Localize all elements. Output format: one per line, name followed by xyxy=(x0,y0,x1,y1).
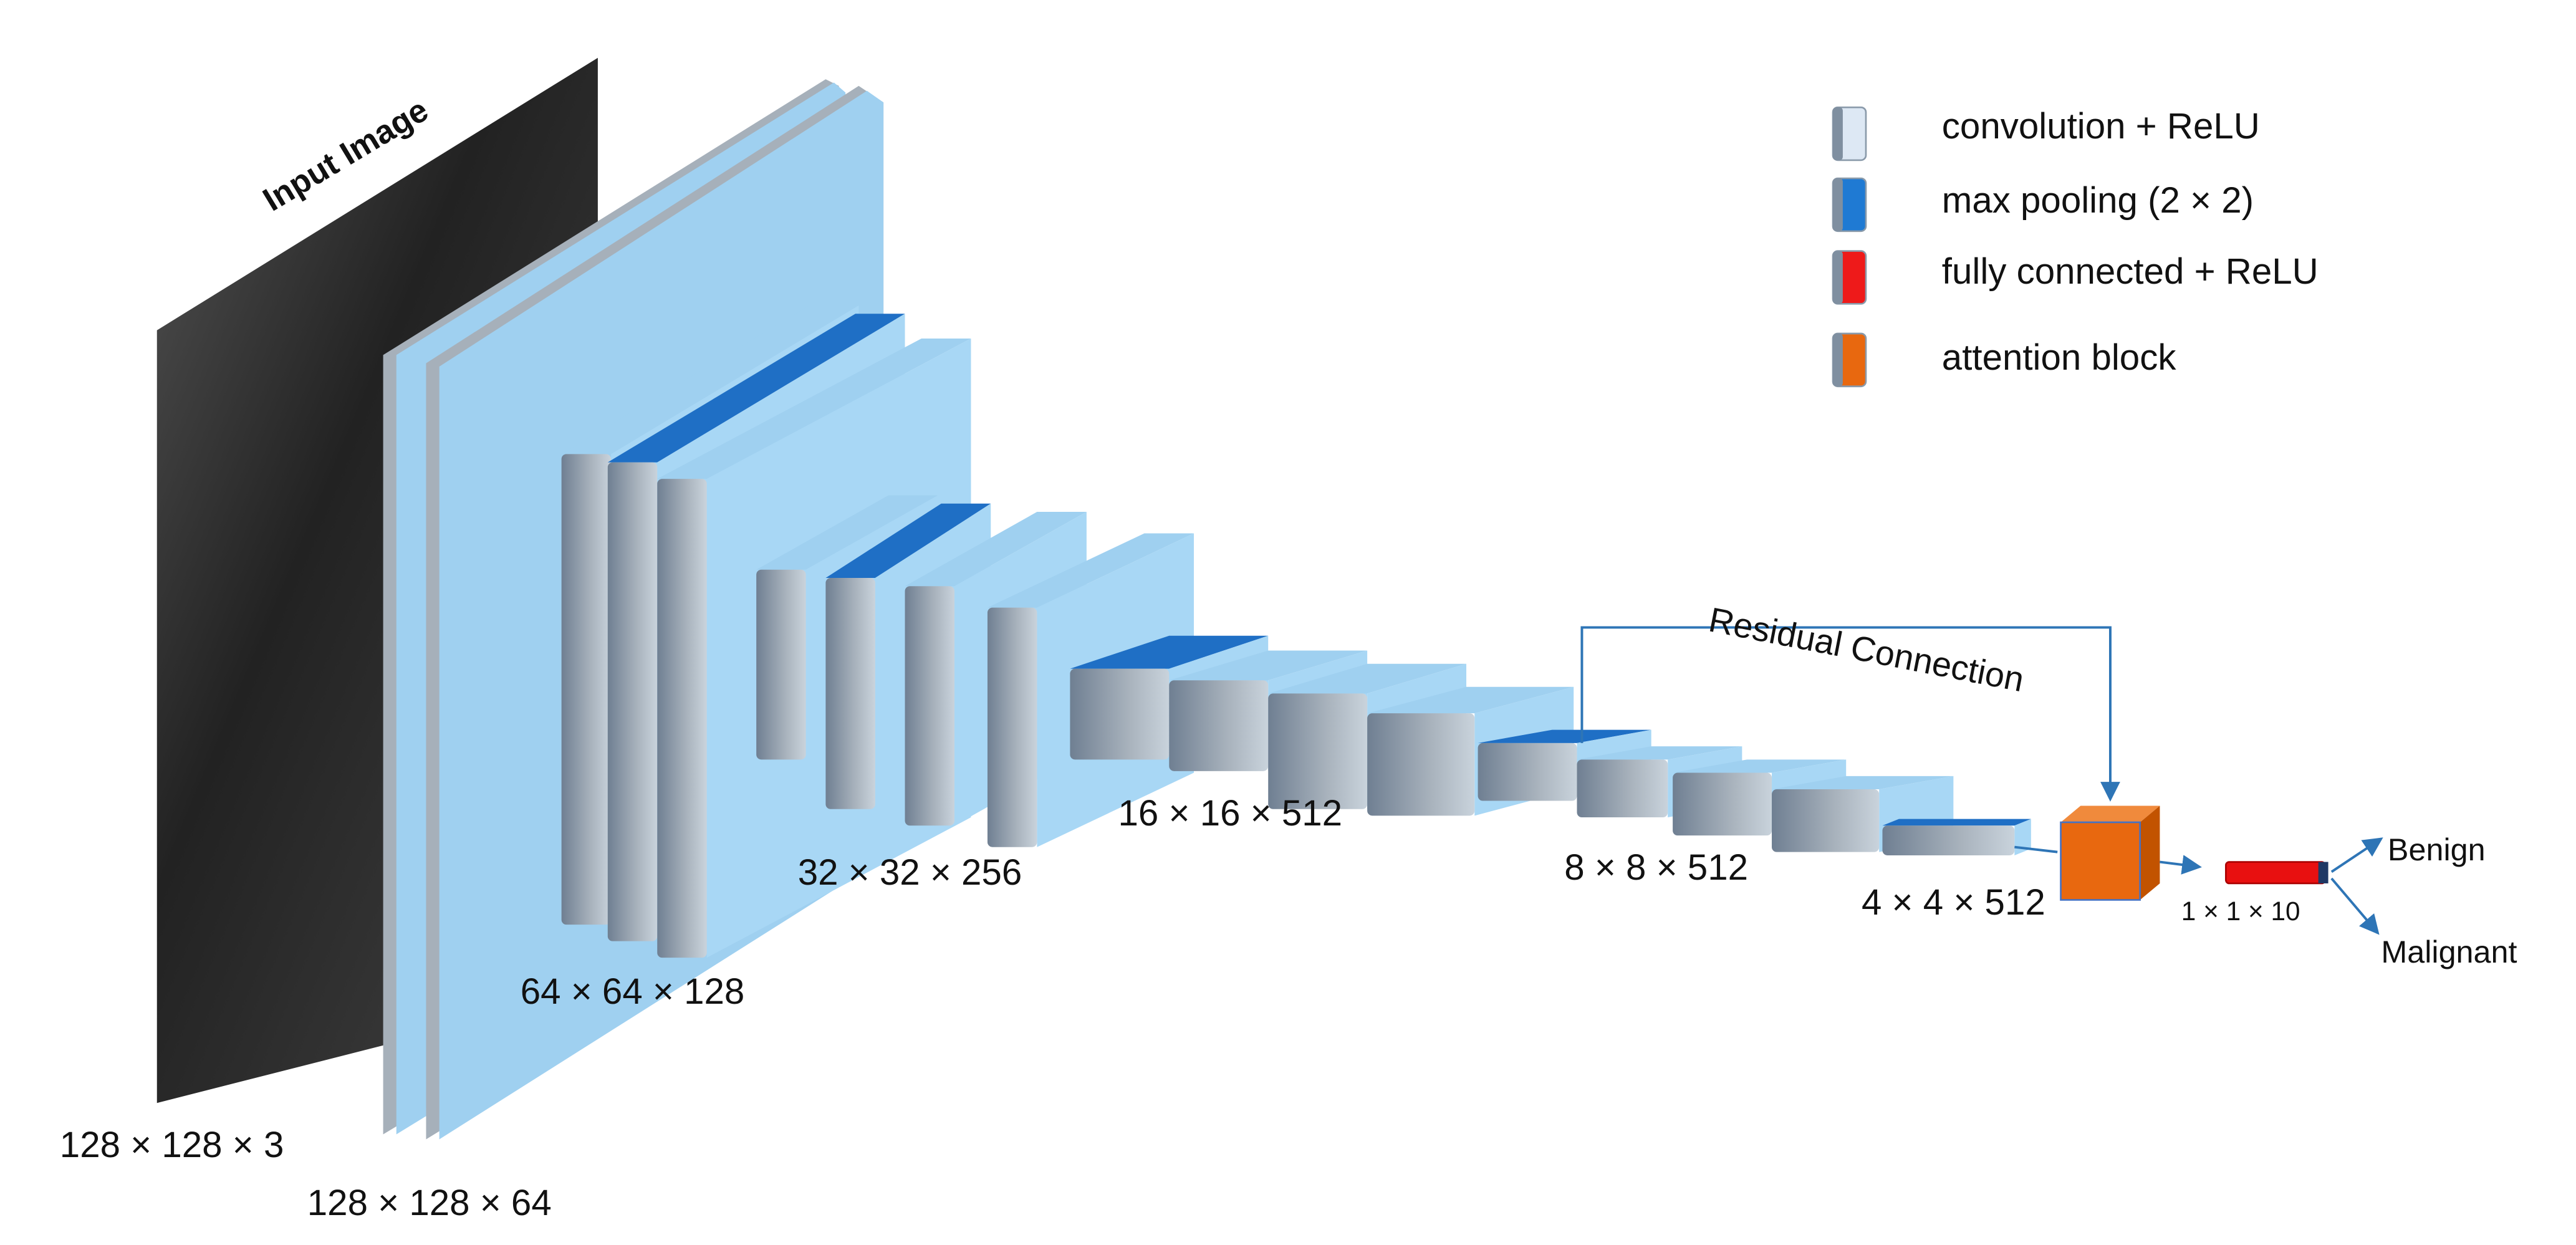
layer-front xyxy=(1882,825,2015,855)
layer-front xyxy=(987,607,1037,847)
layer-front xyxy=(607,462,658,941)
layer-top xyxy=(825,503,991,578)
layer-label: 1 × 1 × 10 xyxy=(2181,896,2300,926)
arrow xyxy=(2014,845,2058,853)
legend-label: convolution + ReLU xyxy=(1942,106,2260,147)
layer-top xyxy=(561,305,859,454)
legend-icon-edge xyxy=(1833,178,1843,231)
arrow xyxy=(2160,855,2202,875)
legend-icon-edge xyxy=(1833,107,1843,160)
layer-top xyxy=(1772,776,1954,790)
layer-top xyxy=(1070,635,1269,669)
layer-front xyxy=(1070,668,1170,760)
layer-label: 8 × 8 × 512 xyxy=(1564,847,1748,888)
attention-side xyxy=(2140,805,2160,900)
arrow xyxy=(2330,837,2383,873)
layer-top xyxy=(607,314,905,463)
layer-front xyxy=(561,454,612,925)
attention-front xyxy=(2060,821,2141,901)
layer-top xyxy=(1673,759,1847,773)
layer-front xyxy=(657,479,707,958)
network-shapes xyxy=(156,57,2383,1140)
fc-end xyxy=(2318,862,2328,883)
layer-front xyxy=(1577,759,1668,818)
residual-label: Residual Connection xyxy=(1706,600,2027,699)
layer-front xyxy=(1169,680,1269,771)
layer-front xyxy=(1268,693,1368,809)
layer-label: 16 × 16 × 512 xyxy=(1118,793,1343,834)
layer-top xyxy=(1577,746,1742,760)
layer-front xyxy=(1367,713,1475,816)
legend-label: max pooling (2 × 2) xyxy=(1942,180,2254,221)
layer-label: 128 × 128 × 3 xyxy=(60,1125,284,1165)
layer-label: 4 × 4 × 512 xyxy=(1862,882,2045,923)
layer-top xyxy=(1169,650,1368,681)
output-label: Malignant xyxy=(2381,934,2517,969)
layer-front xyxy=(1478,743,1577,801)
layer-top xyxy=(987,533,1194,608)
layer-front xyxy=(905,586,954,826)
layer-side xyxy=(2014,819,2031,855)
attention-top xyxy=(2060,805,2160,822)
layer-top xyxy=(756,495,938,570)
layer-top xyxy=(905,512,1087,587)
layer-front xyxy=(1673,772,1772,836)
layer-label: 128 × 128 × 64 xyxy=(307,1183,552,1223)
layer-front xyxy=(756,569,806,760)
legend-icon-edge xyxy=(1833,251,1843,304)
legend-label: attention block xyxy=(1942,337,2177,378)
arrow xyxy=(2330,877,2380,935)
layer-top xyxy=(1268,663,1467,694)
legend-icon-edge xyxy=(1833,334,1843,387)
layer-front xyxy=(825,577,875,809)
output-label: Benign xyxy=(2388,832,2486,867)
layer-top xyxy=(657,338,971,479)
residual-arrow xyxy=(1580,626,2120,802)
fc-layer xyxy=(2225,861,2326,885)
layer-top xyxy=(1882,819,2031,826)
layer-label: 64 × 64 × 128 xyxy=(521,971,745,1012)
layer-front xyxy=(1772,789,1880,852)
layer-label: 32 × 32 × 256 xyxy=(798,852,1022,893)
layer-top xyxy=(1367,686,1574,714)
legend-label: fully connected + ReLU xyxy=(1942,251,2319,292)
layer-top xyxy=(1478,729,1651,743)
